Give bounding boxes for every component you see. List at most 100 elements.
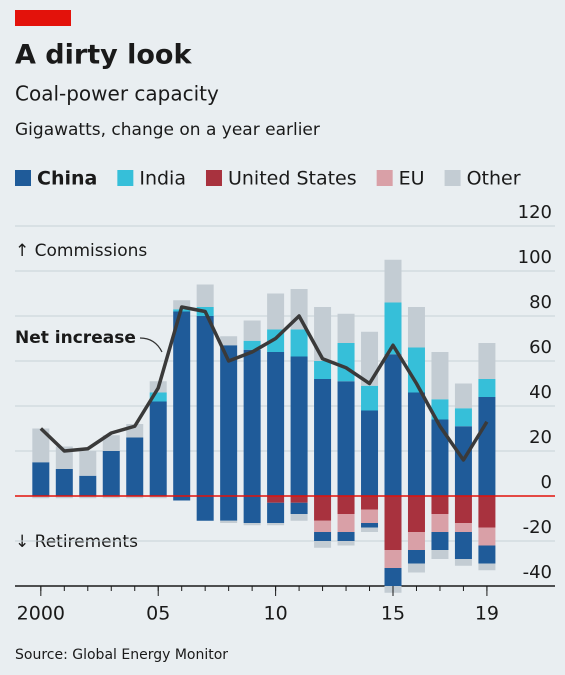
bar-segment xyxy=(220,520,238,523)
legend-swatch xyxy=(205,170,222,186)
brand-bar xyxy=(15,10,71,26)
bar-segment xyxy=(407,392,425,496)
bar-segment xyxy=(478,343,496,379)
x-tick-label: 2000 xyxy=(17,603,65,625)
bar-segment xyxy=(431,419,449,496)
bar-segment xyxy=(290,502,308,514)
legend-label: China xyxy=(37,168,97,190)
bar-segment xyxy=(220,496,238,521)
bar-segment xyxy=(384,550,402,568)
bar-segment xyxy=(478,397,496,496)
legend-label: United States xyxy=(228,168,357,190)
bar-segment xyxy=(243,496,261,523)
leader-line xyxy=(139,337,163,353)
bar-segment xyxy=(431,496,449,514)
bar-segment xyxy=(431,352,449,400)
bar-segment xyxy=(102,496,120,499)
source: Source: Global Energy Monitor xyxy=(15,647,228,663)
bar-segment xyxy=(102,451,120,496)
bar-segment xyxy=(337,381,355,496)
y-tick-label: 80 xyxy=(529,292,552,313)
bar-segment xyxy=(478,563,496,571)
annotation: ↓ Retirements xyxy=(15,532,138,552)
bar-segment xyxy=(337,496,355,514)
bar-segment xyxy=(361,496,379,510)
bar-segment xyxy=(431,550,449,559)
bar-segment xyxy=(361,523,379,528)
bar-segment xyxy=(243,349,261,496)
bar-segment xyxy=(314,496,332,521)
bar-segment xyxy=(337,541,355,546)
x-tick-label: 10 xyxy=(264,603,288,625)
bar-segment xyxy=(126,496,144,499)
legend-label: EU xyxy=(399,168,425,190)
bar-segment xyxy=(196,316,214,496)
legend-label: India xyxy=(139,168,186,190)
bar-segment xyxy=(407,496,425,532)
bar-segment xyxy=(196,284,214,307)
bar-segment xyxy=(79,451,97,476)
y-tick-label: 0 xyxy=(541,472,552,493)
bar-segment xyxy=(314,532,332,541)
bar-segment xyxy=(454,383,472,409)
legend-swatch xyxy=(15,170,31,186)
legend-swatch xyxy=(376,170,393,186)
bar-segment xyxy=(337,343,355,382)
bar-segment xyxy=(384,302,402,355)
bar-segment xyxy=(290,356,308,496)
bar-segment xyxy=(384,354,402,496)
bar-segment xyxy=(431,532,449,550)
bar-segment xyxy=(407,532,425,550)
bar-segment xyxy=(220,336,238,346)
bar-segment xyxy=(454,523,472,532)
y-tick-label: 40 xyxy=(529,382,552,403)
bar-segment xyxy=(126,437,144,496)
bar-segment xyxy=(407,307,425,348)
line-label: Net increase xyxy=(15,328,136,348)
x-tick-label: 19 xyxy=(475,603,499,625)
bar-segment xyxy=(478,379,496,397)
bar-segment xyxy=(407,563,425,573)
bar-segment xyxy=(454,496,472,523)
bar-segment xyxy=(55,496,73,499)
bar-segment xyxy=(384,259,402,303)
bar-segment xyxy=(454,408,472,427)
bar-segment xyxy=(431,399,449,420)
bar-segment xyxy=(290,496,308,503)
bar-segment xyxy=(314,541,332,548)
legend-label: Other xyxy=(467,168,521,190)
y-tick-label: -40 xyxy=(523,562,552,583)
bar-segment xyxy=(478,527,496,546)
bar-segment xyxy=(149,401,167,496)
bar-segment xyxy=(290,329,308,357)
y-tick-label: 100 xyxy=(518,247,552,268)
bar-segment xyxy=(478,545,496,564)
bar-segment xyxy=(267,352,285,496)
bar-segment xyxy=(454,559,472,566)
subtitle: Coal-power capacity xyxy=(15,82,219,106)
bar-segment xyxy=(243,320,261,341)
y-tick-label: 20 xyxy=(529,427,552,448)
y-tick-label: -20 xyxy=(523,517,552,538)
bar-segment xyxy=(32,462,50,496)
bar-segment xyxy=(55,469,73,496)
bar-segment xyxy=(361,410,379,496)
bar-segment xyxy=(79,496,97,499)
bar-segment xyxy=(149,496,167,499)
bar-segment xyxy=(267,496,285,503)
bar-segment xyxy=(337,313,355,343)
bar-segment xyxy=(337,514,355,532)
y-tick-label: 120 xyxy=(518,202,552,223)
bar-segment xyxy=(267,523,285,526)
bar-segment xyxy=(361,509,379,523)
bar-segment xyxy=(384,496,402,550)
axis-label: Gigawatts, change on a year earlier xyxy=(15,120,320,140)
bar-segment xyxy=(243,340,261,350)
bar-segment xyxy=(173,311,191,496)
bar-segment xyxy=(337,532,355,541)
legend-swatch xyxy=(444,170,461,186)
annotation: ↑ Commissions xyxy=(15,241,147,261)
bar-segment xyxy=(314,379,332,496)
bar-segment xyxy=(267,502,285,523)
